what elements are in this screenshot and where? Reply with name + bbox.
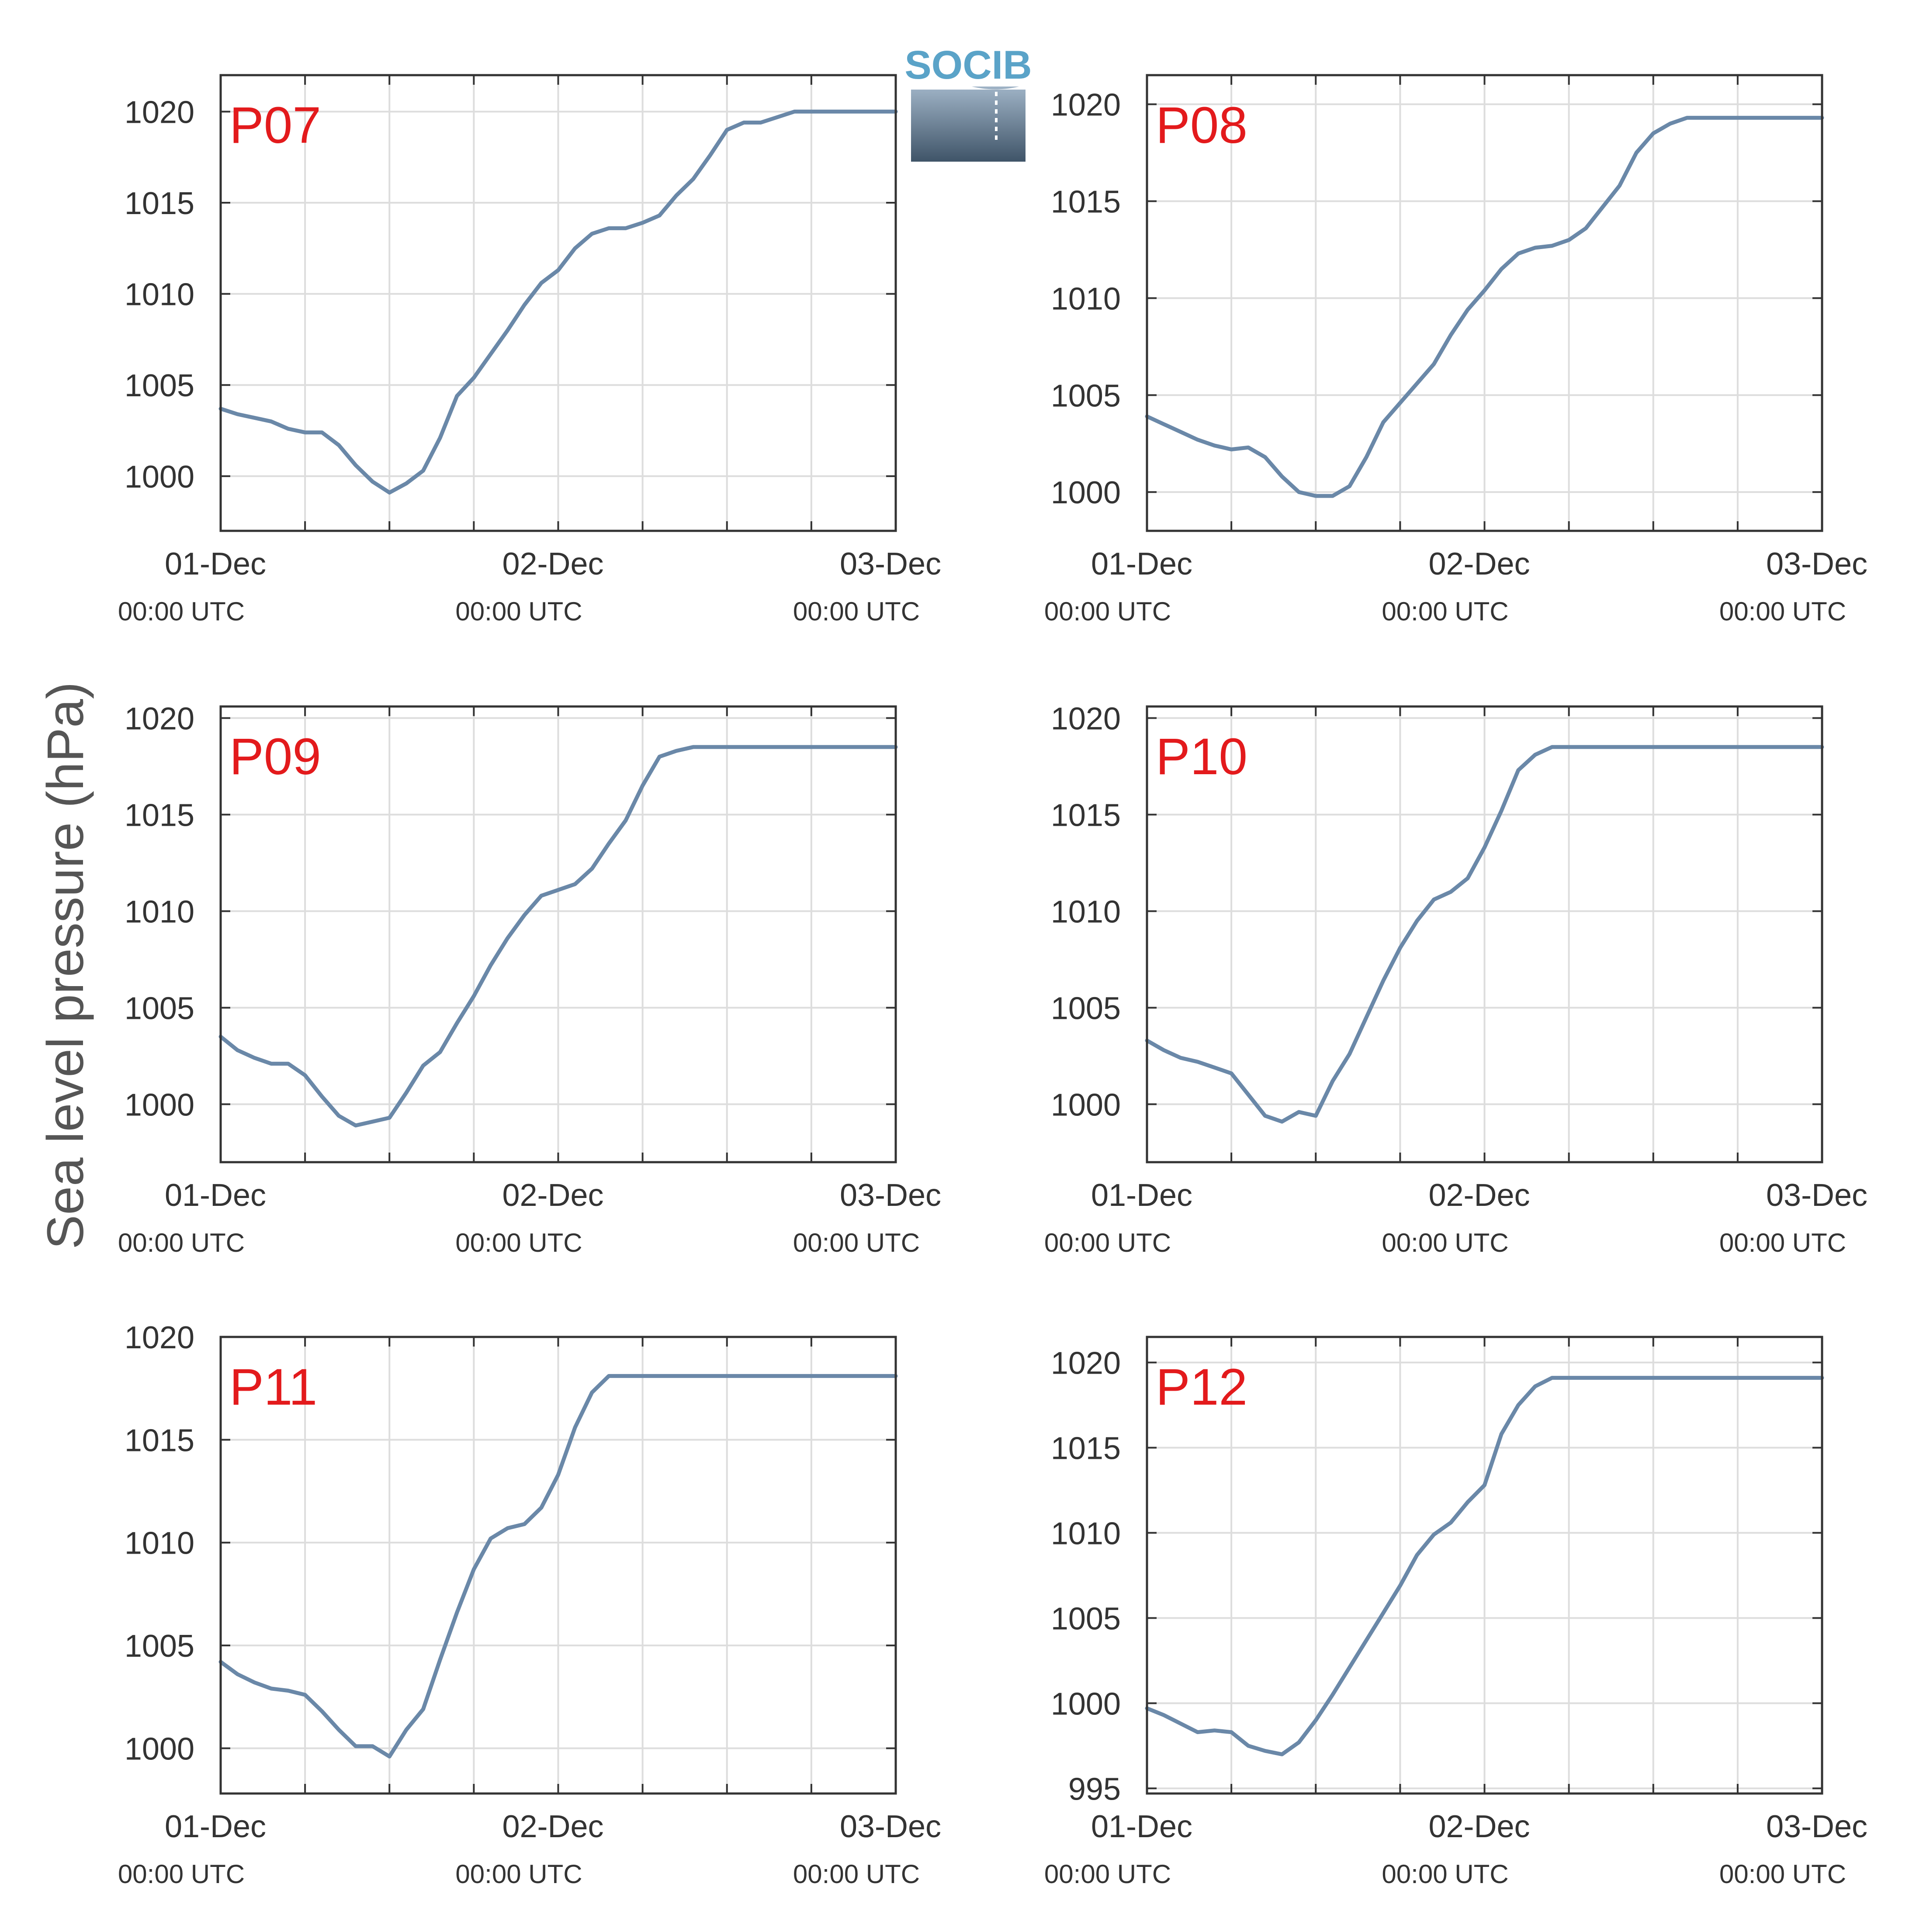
chart-panel-p10: 1000 1005 1010 1015 1020 01-Dec 00:00 UTC 02-De… <box>1044 702 1867 1257</box>
x-tick-label-date: 02-Dec <box>502 547 603 582</box>
y-tick-label: 1000 <box>1051 1686 1121 1721</box>
x-tick-label-date: 02-Dec <box>502 1178 603 1213</box>
x-tick-label-time: 00:00 UTC <box>455 1859 582 1889</box>
panel-label: P09 <box>229 728 321 786</box>
y-tick-label: 1005 <box>1051 991 1121 1026</box>
panel-label: P10 <box>1156 728 1247 786</box>
y-tick-label: 1010 <box>125 894 194 929</box>
y-tick-label: 1010 <box>125 277 194 312</box>
chart-panels: 1000 1005 1010 1015 1020 01-Dec 00:00 UTC 02-De… <box>118 74 1867 1889</box>
y-tick-label: 1005 <box>1051 1601 1121 1636</box>
y-tick-label: 1005 <box>1051 378 1121 413</box>
y-axis-label: Sea level pressure (hPa) <box>37 682 94 1250</box>
y-tick-label: 1000 <box>125 1087 194 1122</box>
x-tick-label-date: 03-Dec <box>840 1178 941 1213</box>
logo-text: SOCIB <box>904 43 1032 87</box>
x-tick-label-time: 00:00 UTC <box>118 1228 245 1257</box>
y-tick-label: 1020 <box>125 1320 194 1355</box>
y-tick-label: 1020 <box>125 95 194 130</box>
y-tick-label: 1010 <box>1051 894 1121 929</box>
y-tick-label: 1000 <box>125 460 194 495</box>
panel-label: P07 <box>229 97 321 154</box>
x-tick-label-date: 03-Dec <box>1766 1809 1867 1844</box>
x-tick-label-time: 00:00 UTC <box>793 597 920 626</box>
y-tick-label: 1015 <box>1051 184 1121 219</box>
x-tick-label-date: 01-Dec <box>1091 1809 1192 1844</box>
x-tick-label-date: 01-Dec <box>1091 547 1192 582</box>
y-tick-label: 1015 <box>125 798 194 833</box>
axes-frame <box>219 705 897 1163</box>
x-tick-label-date: 02-Dec <box>1428 1809 1530 1844</box>
x-tick-label-date: 03-Dec <box>840 1809 941 1844</box>
chart-panel-p11: 1000 1005 1010 1015 1020 01-Dec 00:00 UTC 02-De… <box>118 1320 941 1889</box>
x-tick-label-date: 01-Dec <box>1091 1178 1192 1213</box>
y-tick-label: 1000 <box>1051 475 1121 510</box>
y-tick-label: 1010 <box>125 1526 194 1561</box>
y-tick-label: 1005 <box>125 991 194 1026</box>
logo-gradient-block <box>911 87 1026 162</box>
series-line-p11 <box>218 1374 898 1759</box>
x-tick-label-time: 00:00 UTC <box>1044 1228 1171 1257</box>
x-tick-label-time: 00:00 UTC <box>793 1228 920 1257</box>
y-tick-label: 1010 <box>1051 281 1121 316</box>
chart-panel-p09: 1000 1005 1010 1015 1020 01-Dec 00:00 UTC 02-De… <box>118 702 941 1257</box>
y-tick-label: 1015 <box>125 1423 194 1458</box>
x-tick-label-time: 00:00 UTC <box>1382 1859 1508 1889</box>
x-tick-label-date: 02-Dec <box>1428 547 1530 582</box>
series-line-p09 <box>218 745 898 1128</box>
chart-panel-p08: 1000 1005 1010 1015 1020 01-Dec 00:00 UTC 02-De… <box>1044 74 1867 626</box>
logo-wave <box>911 82 1026 90</box>
y-tick-label: 1015 <box>1051 1431 1121 1466</box>
x-tick-label-date: 01-Dec <box>165 1809 266 1844</box>
x-tick-label-time: 00:00 UTC <box>1382 597 1508 626</box>
axes-frame <box>219 1336 897 1795</box>
y-tick-label: 1020 <box>1051 702 1121 737</box>
y-tick-label: 1015 <box>1051 798 1121 833</box>
y-tick-label: 1015 <box>125 186 194 221</box>
panel-label: P08 <box>1156 97 1247 154</box>
x-tick-label-time: 00:00 UTC <box>1382 1228 1508 1257</box>
x-tick-label-time: 00:00 UTC <box>793 1859 920 1889</box>
chart-panel-p07: 1000 1005 1010 1015 1020 01-Dec 00:00 UTC 02-De… <box>118 74 941 626</box>
x-tick-label-time: 00:00 UTC <box>1719 1228 1846 1257</box>
socib-logo: SOCIB <box>904 43 1032 162</box>
x-tick-label-time: 00:00 UTC <box>118 1859 245 1889</box>
y-tick-label: 1020 <box>1051 88 1121 123</box>
axes-frame <box>219 74 897 532</box>
x-tick-label-date: 01-Dec <box>165 547 266 582</box>
x-tick-label-time: 00:00 UTC <box>1719 597 1846 626</box>
x-tick-label-date: 02-Dec <box>1428 1178 1530 1213</box>
y-tick-label: 1020 <box>125 702 194 737</box>
x-tick-label-time: 00:00 UTC <box>118 597 245 626</box>
y-tick-label: 1000 <box>125 1731 194 1766</box>
series-line-p08 <box>1145 116 1824 498</box>
y-tick-label: 1020 <box>1051 1346 1121 1381</box>
y-tick-label: 1010 <box>1051 1516 1121 1551</box>
x-tick-label-time: 00:00 UTC <box>1044 597 1171 626</box>
x-tick-label-time: 00:00 UTC <box>455 1228 582 1257</box>
x-tick-label-date: 02-Dec <box>502 1809 603 1844</box>
x-tick-label-time: 00:00 UTC <box>1719 1859 1846 1889</box>
axes-frame <box>1146 74 1823 532</box>
panel-label: P11 <box>229 1358 317 1416</box>
x-tick-label-time: 00:00 UTC <box>1044 1859 1171 1889</box>
y-tick-label: 1005 <box>125 368 194 403</box>
x-tick-label-date: 03-Dec <box>1766 547 1867 582</box>
axes-frame <box>1146 705 1823 1163</box>
panel-label: P12 <box>1156 1358 1247 1416</box>
y-tick-label: 1005 <box>125 1629 194 1664</box>
y-tick-label: 1000 <box>1051 1087 1121 1122</box>
series-line-p12 <box>1145 1376 1824 1756</box>
x-tick-label-date: 01-Dec <box>165 1178 266 1213</box>
series-line-p10 <box>1145 745 1824 1124</box>
series-line-p07 <box>218 109 898 495</box>
x-tick-label-date: 03-Dec <box>1766 1178 1867 1213</box>
axes-frame <box>1146 1336 1823 1795</box>
x-tick-label-time: 00:00 UTC <box>455 597 582 626</box>
chart-panel-p12: 995 1000 1005 1010 1015 1020 01-Dec 00:00 UTC 02… <box>1044 1336 1867 1889</box>
y-tick-label: 995 <box>1068 1772 1121 1807</box>
x-tick-label-date: 03-Dec <box>840 547 941 582</box>
